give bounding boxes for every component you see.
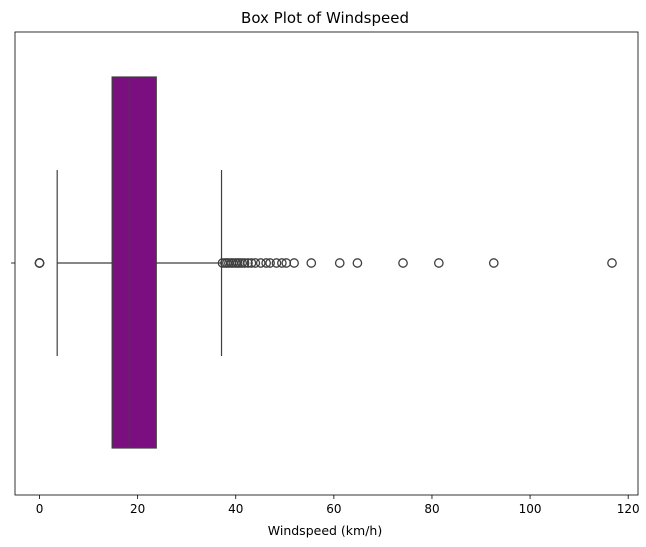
x-tick-label: 120 <box>617 502 640 516</box>
outlier-point <box>488 258 499 268</box>
x-tick-label: 40 <box>228 502 243 516</box>
x-axis-label: Windspeed (km/h) <box>268 523 382 538</box>
outlier-point <box>265 258 275 268</box>
outlier-point <box>237 258 247 268</box>
outlier-point <box>607 258 617 268</box>
x-tick-label: 20 <box>130 502 145 516</box>
x-tick-label: 100 <box>519 502 542 516</box>
outlier-point <box>433 258 444 268</box>
chart-title: Box Plot of Windspeed <box>241 9 409 27</box>
outlier-point <box>334 258 345 268</box>
outlier-point <box>34 258 45 268</box>
outlier-point <box>246 258 257 268</box>
outlier-point <box>250 258 261 268</box>
plot-marks <box>34 76 617 449</box>
outlier-point <box>398 258 408 268</box>
outlier-point <box>352 258 363 268</box>
outlier-point <box>271 258 282 268</box>
outlier-point <box>243 258 253 268</box>
x-tick-label: 0 <box>36 502 44 516</box>
outlier-point <box>255 258 266 268</box>
outlier-point <box>289 258 299 268</box>
x-axis-ticks: 0 20 40 60 80 100 120 <box>36 495 640 516</box>
outlier-point <box>306 258 317 268</box>
outlier-point <box>277 258 287 268</box>
outlier-point <box>261 258 272 268</box>
interquartile-box <box>111 76 157 449</box>
outlier-point <box>239 258 250 268</box>
x-tick-label: 80 <box>424 502 439 516</box>
plot-area-frame <box>14 31 639 496</box>
x-tick-label: 60 <box>326 502 341 516</box>
